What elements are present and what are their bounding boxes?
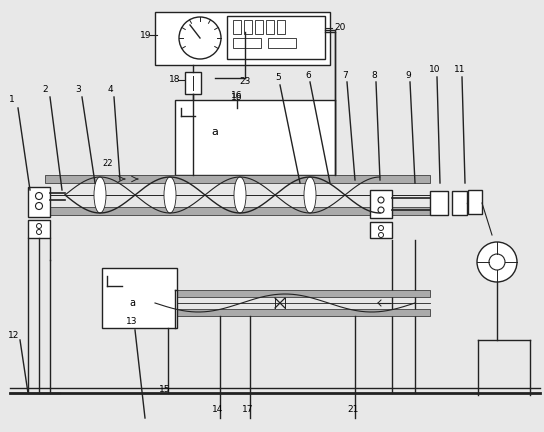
- Bar: [140, 290, 430, 297]
- Bar: [185, 72, 201, 94]
- Bar: [370, 190, 392, 218]
- Circle shape: [489, 254, 505, 270]
- Circle shape: [36, 223, 41, 229]
- Text: 2: 2: [42, 86, 48, 95]
- Text: 16: 16: [231, 92, 243, 102]
- Ellipse shape: [94, 177, 106, 213]
- Circle shape: [378, 197, 384, 203]
- Bar: [155, 12, 330, 65]
- Text: 8: 8: [371, 70, 377, 79]
- Bar: [227, 16, 325, 59]
- Text: 17: 17: [242, 406, 254, 414]
- Bar: [28, 220, 50, 238]
- Text: 22: 22: [103, 159, 113, 168]
- Text: 19: 19: [140, 31, 152, 39]
- Bar: [452, 191, 467, 215]
- Text: 21: 21: [347, 406, 358, 414]
- Bar: [277, 20, 285, 34]
- Text: 12: 12: [8, 330, 20, 340]
- Circle shape: [378, 207, 384, 213]
- Circle shape: [35, 203, 42, 210]
- Text: 6: 6: [305, 70, 311, 79]
- Bar: [45, 175, 430, 183]
- Bar: [244, 20, 252, 34]
- Text: 23: 23: [239, 77, 251, 86]
- Text: 16: 16: [231, 90, 243, 99]
- Text: 4: 4: [107, 86, 113, 95]
- Bar: [140, 309, 430, 316]
- Text: a: a: [129, 298, 135, 308]
- Ellipse shape: [164, 177, 176, 213]
- Circle shape: [36, 229, 41, 235]
- Bar: [370, 222, 392, 238]
- Bar: [430, 191, 448, 215]
- Text: 10: 10: [429, 66, 441, 74]
- Text: 7: 7: [342, 70, 348, 79]
- Text: 5: 5: [275, 73, 281, 83]
- Bar: [266, 20, 274, 34]
- Text: 1: 1: [9, 95, 15, 105]
- Circle shape: [179, 17, 221, 59]
- Bar: [45, 207, 430, 215]
- Text: 14: 14: [212, 406, 224, 414]
- Text: 9: 9: [405, 70, 411, 79]
- Bar: [268, 38, 296, 48]
- Circle shape: [35, 193, 42, 200]
- Text: 11: 11: [454, 66, 466, 74]
- Bar: [102, 268, 177, 328]
- Text: 18: 18: [169, 76, 181, 85]
- Bar: [468, 190, 482, 214]
- Bar: [233, 20, 241, 34]
- Text: 15: 15: [159, 385, 171, 394]
- Text: a: a: [212, 127, 219, 137]
- Ellipse shape: [304, 177, 316, 213]
- Bar: [233, 38, 261, 48]
- Ellipse shape: [234, 177, 246, 213]
- Bar: [255, 20, 263, 34]
- Circle shape: [379, 226, 384, 231]
- Bar: [28, 187, 50, 217]
- Circle shape: [477, 242, 517, 282]
- Text: 13: 13: [126, 318, 138, 327]
- Bar: [175, 100, 335, 175]
- Circle shape: [379, 232, 384, 238]
- Text: 3: 3: [75, 86, 81, 95]
- Text: 20: 20: [335, 23, 345, 32]
